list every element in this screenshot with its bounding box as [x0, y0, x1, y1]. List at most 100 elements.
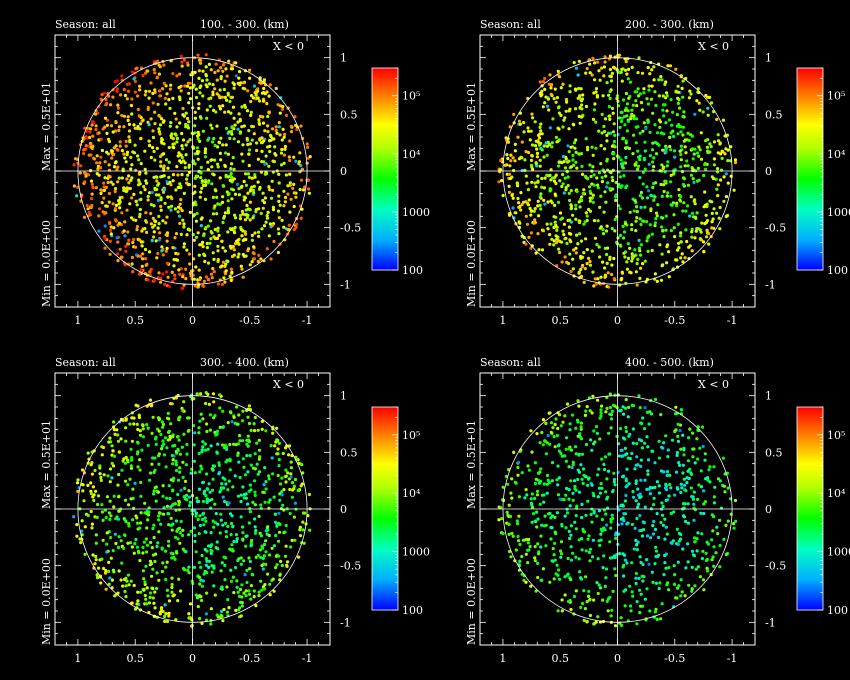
scatter-point [621, 224, 625, 228]
y-tick-label: 0.5 [340, 108, 358, 121]
scatter-point [626, 119, 631, 123]
scatter-point [552, 243, 556, 247]
scatter-point [648, 410, 652, 414]
scatter-point [148, 398, 153, 402]
scatter-point [648, 609, 652, 613]
scatter-point [711, 529, 715, 533]
scatter-point [665, 109, 669, 113]
scatter-point [666, 191, 670, 195]
scatter-point [621, 412, 626, 416]
scatter-point [250, 572, 254, 577]
scatter-point [618, 409, 622, 413]
scatter-point [514, 211, 518, 215]
scatter-point [582, 188, 586, 192]
scatter-point [675, 453, 679, 457]
scatter-point [133, 542, 137, 546]
scatter-point [559, 86, 563, 90]
scatter-point [210, 543, 214, 547]
scatter-point [213, 502, 217, 506]
scatter-point [275, 563, 279, 567]
scatter-point [690, 249, 694, 253]
scatter-point [248, 510, 252, 514]
scatter-point [674, 405, 678, 409]
scatter-point [246, 172, 250, 176]
scatter-point [651, 141, 655, 145]
scatter-point [275, 452, 279, 456]
scatter-point [96, 167, 100, 171]
scatter-point [665, 473, 669, 478]
scatter-point [662, 114, 666, 118]
scatter-point [638, 158, 642, 162]
scatter-point [165, 180, 169, 184]
scatter-point [255, 441, 259, 445]
scatter-point [130, 601, 134, 605]
scatter-point [247, 521, 251, 525]
scatter-point [241, 212, 245, 216]
scatter-point [141, 252, 145, 256]
scatter-point [617, 532, 621, 536]
scatter-point [140, 229, 144, 233]
scatter-point [640, 439, 644, 443]
scatter-point [568, 428, 572, 432]
scatter-point [612, 152, 616, 156]
scatter-point [585, 214, 589, 218]
scatter-point [710, 226, 714, 230]
scatter-point [180, 131, 184, 136]
scatter-point [533, 559, 537, 563]
scatter-point [94, 186, 98, 190]
scatter-point [210, 276, 214, 280]
scatter-point [591, 117, 596, 121]
scatter-point [643, 406, 647, 410]
scatter-point [115, 148, 119, 152]
scatter-point [600, 131, 604, 135]
scatter-point [272, 495, 276, 499]
scatter-point [664, 566, 668, 570]
scatter-point [288, 172, 292, 176]
scatter-point [211, 93, 215, 97]
scatter-point [241, 537, 245, 541]
scatter-point [168, 496, 172, 501]
scatter-point [218, 88, 222, 92]
scatter-point [240, 209, 245, 214]
scatter-point [147, 89, 152, 93]
scatter-point [629, 117, 633, 121]
scatter-point [703, 190, 707, 194]
scatter-point [670, 123, 674, 127]
scatter-point [599, 527, 603, 531]
scatter-point [144, 89, 148, 93]
scatter-point [223, 151, 228, 155]
scatter-point [585, 262, 589, 266]
scatter-point [180, 286, 184, 290]
scatter-point [111, 182, 115, 186]
scatter-point [160, 138, 164, 142]
scatter-point [132, 551, 136, 555]
scatter-point [171, 142, 175, 146]
scatter-point [556, 426, 560, 431]
scatter-point [211, 477, 215, 481]
scatter-point [86, 173, 91, 177]
scatter-point [300, 482, 304, 486]
scatter-point [536, 174, 540, 178]
scatter-point [208, 104, 212, 108]
scatter-point [654, 397, 658, 401]
scatter-point [234, 608, 238, 613]
scatter-point [204, 225, 208, 230]
scatter-point [278, 498, 282, 502]
scatter-point [718, 142, 722, 146]
scatter-point [522, 130, 526, 134]
scatter-point [634, 161, 638, 165]
scatter-point [268, 593, 272, 597]
scatter-point [616, 236, 620, 240]
y-tick-label: -1 [340, 278, 351, 291]
scatter-point [665, 164, 669, 168]
scatter-point [211, 90, 215, 94]
scatter-point [265, 532, 269, 536]
scatter-point [95, 161, 99, 165]
scatter-point [105, 118, 110, 122]
scatter-point [632, 209, 636, 213]
scatter-point [271, 472, 275, 476]
scatter-point [223, 272, 228, 276]
scatter-point [588, 613, 593, 618]
scatter-point [159, 522, 163, 526]
scatter-point [263, 583, 267, 587]
